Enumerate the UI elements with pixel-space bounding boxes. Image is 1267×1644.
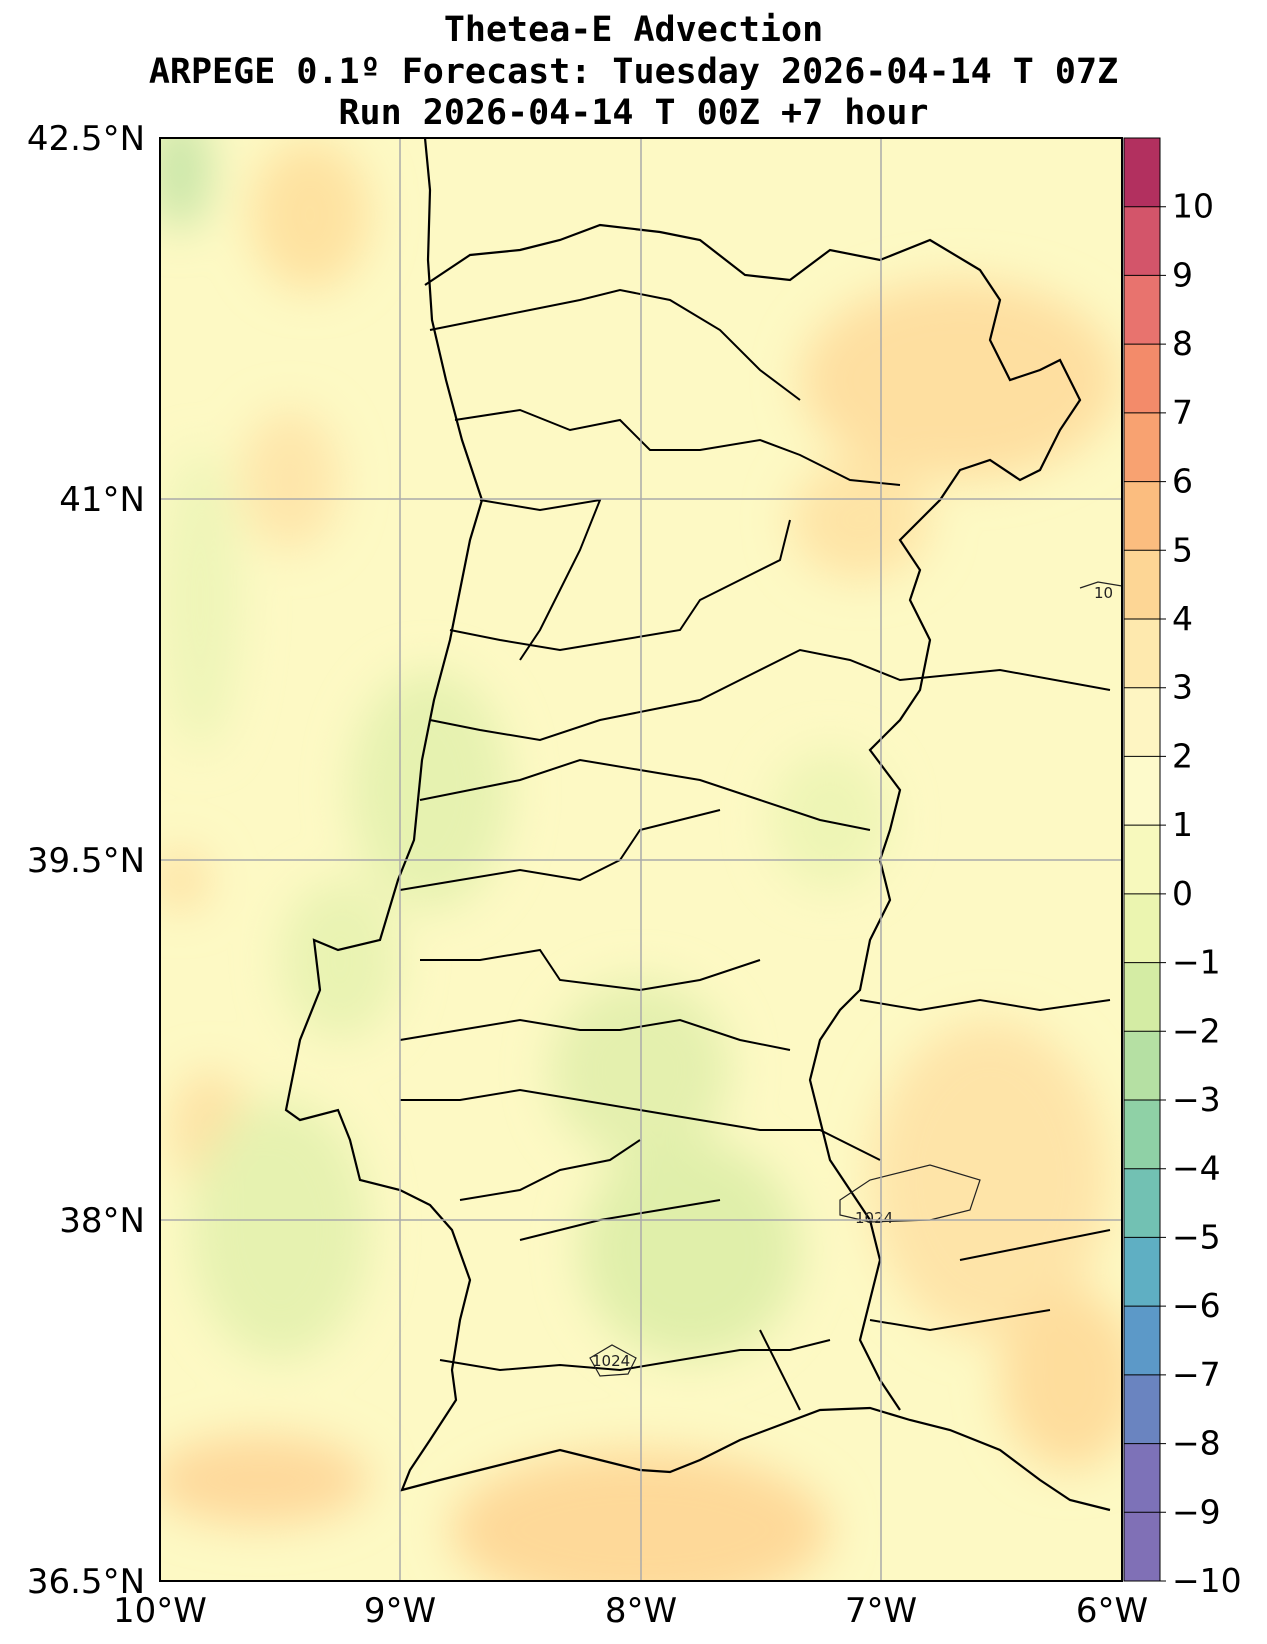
portugal-spain-border (424, 223, 1082, 1411)
colorbar-band (1124, 893, 1160, 964)
colorbar-band (1124, 756, 1160, 826)
colorbar-tick-label: −9 (1172, 1492, 1221, 1531)
lon-label-9w: 9°W (364, 1591, 436, 1631)
lon-label-10w: 10°W (113, 1591, 207, 1631)
advection-field: 1024 1024 10 (160, 138, 1122, 1581)
colorbar-tick-label: 9 (1172, 255, 1193, 294)
colorbar-band (1124, 687, 1160, 757)
colorbar-tick-label: −5 (1172, 1217, 1221, 1256)
colorbar-band (1124, 275, 1160, 345)
colorbar-tick-label: 8 (1172, 324, 1193, 363)
colorbar-tick-label: −8 (1172, 1424, 1221, 1463)
colorbar-band (1124, 1306, 1160, 1376)
map-frame (159, 137, 1123, 1582)
longitude-labels: 10°W 9°W 8°W 7°W 6°W (113, 1591, 1148, 1631)
colorbar-tick-label: 4 (1172, 599, 1193, 638)
isobar-label-1024-east: 1024 (855, 1209, 893, 1227)
colorbar-band (1124, 550, 1160, 620)
chart-subtitle-forecast: ARPEGE 0.1º Forecast: Tuesday 2026-04-14… (148, 52, 1119, 92)
district-borders (399, 288, 1111, 1411)
colorbar-tick-label: 7 (1172, 393, 1193, 432)
colorbar-tick-label: −6 (1172, 1286, 1221, 1325)
colorbar-band (1124, 481, 1160, 551)
lat-label-42-5: 42.5°N (27, 119, 145, 159)
chart-title: Thetea-E Advection (443, 10, 824, 50)
colorbar-band (1124, 962, 1160, 1032)
colorbar-tick-label: −10 (1172, 1561, 1242, 1600)
coastline (284, 138, 1111, 1512)
colorbar-tick-label: −3 (1172, 1080, 1221, 1119)
colorbar-band (1124, 825, 1160, 895)
isobar-label-1024-south: 1024 (592, 1352, 630, 1370)
colorbar-tick-label: −1 (1172, 943, 1221, 982)
colorbar-band (1124, 206, 1160, 276)
isobars (589, 581, 1122, 1377)
colorbar-band (1124, 1168, 1160, 1238)
colorbar-band (1124, 412, 1160, 483)
colorbar-band (1124, 1031, 1160, 1101)
isobar-label-10-edge: 10 (1094, 584, 1113, 602)
colorbar-tick-label: 1 (1172, 805, 1193, 844)
chart-subtitle-run: Run 2026-04-14 T 00Z +7 hour (338, 93, 929, 133)
gridlines (160, 138, 1122, 1581)
colorbar-band (1124, 1512, 1160, 1582)
lat-label-41: 41°N (59, 480, 145, 520)
colorbar-band (1124, 1237, 1160, 1307)
colorbar-band (1124, 344, 1160, 414)
colorbar-tick-label: 0 (1172, 874, 1193, 913)
colorbar-tick-label: 6 (1172, 462, 1193, 501)
colorbar-tick-label: −4 (1172, 1149, 1221, 1188)
lat-label-36-5: 36.5°N (27, 1562, 145, 1602)
colorbar-tick-label: 2 (1172, 736, 1193, 775)
lon-label-6w: 6°W (1076, 1591, 1148, 1631)
latitude-labels: 42.5°N 41°N 39.5°N 38°N 36.5°N (27, 119, 145, 1602)
colorbar-tick-label: 3 (1172, 668, 1193, 707)
colorbar-band (1124, 619, 1160, 689)
colorbar-band (1124, 1374, 1160, 1445)
lon-label-7w: 7°W (845, 1591, 917, 1631)
colorbar-band (1124, 138, 1160, 208)
colorbar-tick-label: −2 (1172, 1011, 1221, 1050)
lon-label-8w: 8°W (605, 1591, 677, 1631)
lat-label-39-5: 39.5°N (27, 841, 145, 881)
colorbar-tick-label: −7 (1172, 1355, 1221, 1394)
colorbar-tick-label: 5 (1172, 530, 1193, 569)
colorbar-tick-label: 10 (1172, 187, 1214, 226)
colorbar-band (1124, 1443, 1160, 1513)
colorbar-band (1124, 1100, 1160, 1170)
lat-label-38: 38°N (59, 1201, 145, 1241)
